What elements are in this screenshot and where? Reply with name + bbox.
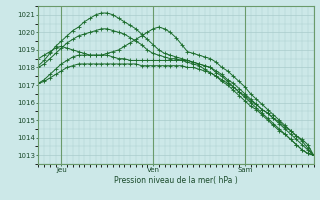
X-axis label: Pression niveau de la mer( hPa ): Pression niveau de la mer( hPa ) — [114, 176, 238, 185]
